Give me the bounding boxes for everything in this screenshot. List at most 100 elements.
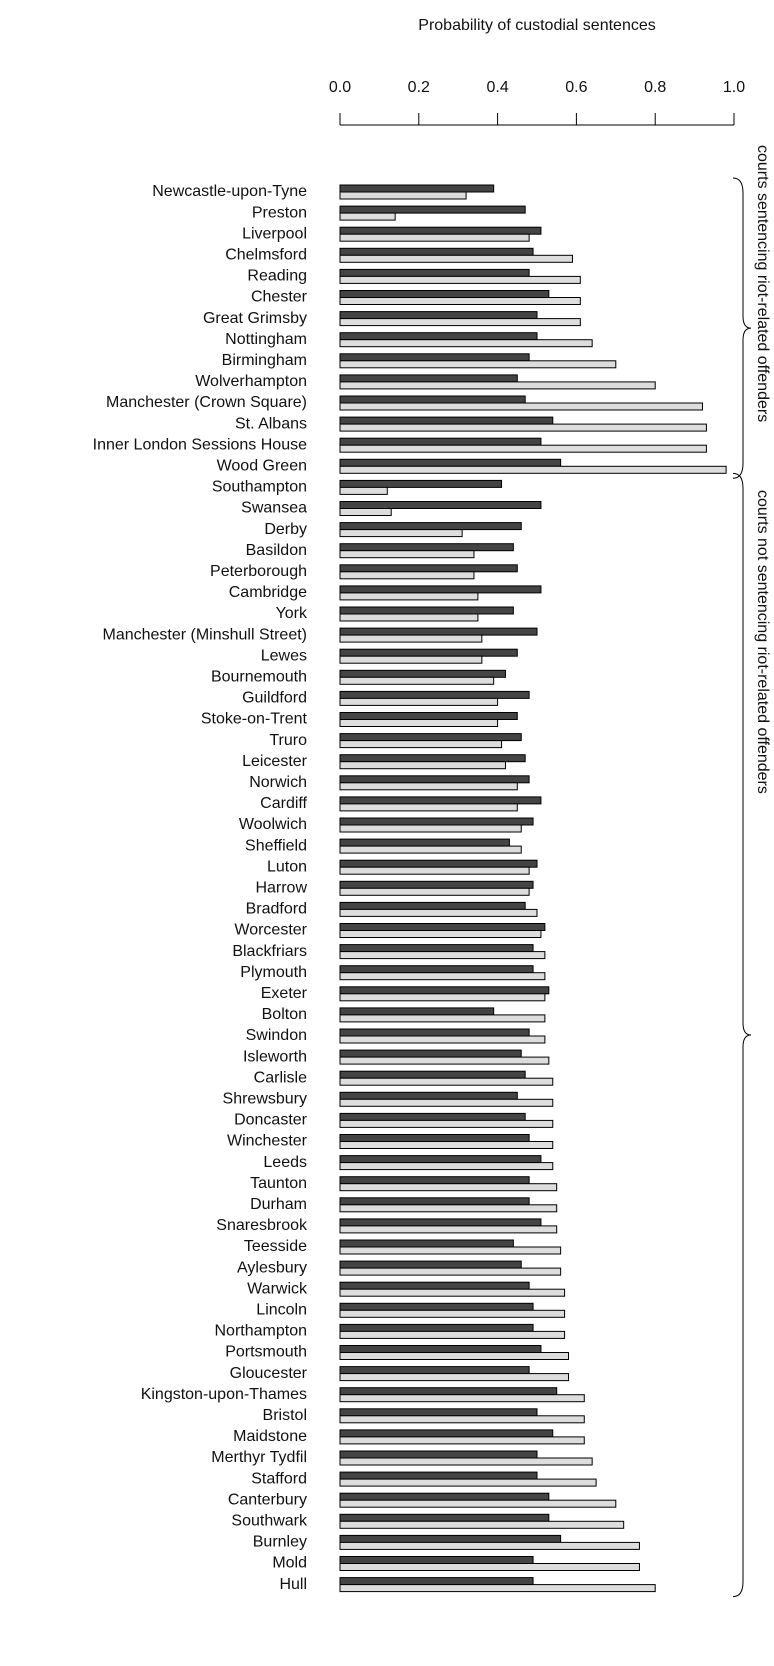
bar xyxy=(339,1366,530,1375)
bar xyxy=(339,817,534,826)
bar xyxy=(339,1225,558,1234)
bar xyxy=(339,775,530,784)
bar xyxy=(339,923,546,931)
bar xyxy=(339,1028,530,1037)
bar xyxy=(339,212,396,221)
bar xyxy=(339,1239,514,1248)
y-tick-label: Winchester xyxy=(227,1133,308,1150)
y-tick-label: Mold xyxy=(272,1555,307,1572)
bar xyxy=(339,332,538,341)
y-tick-label: Plymouth xyxy=(240,964,307,981)
bar xyxy=(339,824,522,833)
bar xyxy=(339,395,526,404)
bar xyxy=(339,859,538,868)
bar xyxy=(339,972,546,981)
y-tick-label: Leeds xyxy=(263,1154,307,1171)
bar xyxy=(339,1246,562,1255)
y-tick-label: Luton xyxy=(267,858,307,875)
annotation: courts not sentencing riot-related offen… xyxy=(754,490,771,794)
bar xyxy=(339,1049,522,1058)
y-tick-label: Hull xyxy=(279,1576,307,1593)
bar xyxy=(339,1218,542,1227)
y-tick-label: Lincoln xyxy=(256,1302,307,1319)
y-tick-label: Bolton xyxy=(262,1006,307,1023)
y-tick-label: Portsmouth xyxy=(225,1344,307,1361)
y-tick-label: Nottingham xyxy=(225,331,307,348)
bar xyxy=(339,297,581,305)
bar xyxy=(339,1162,554,1171)
bar xyxy=(339,740,503,749)
bar xyxy=(339,1260,522,1269)
bar xyxy=(339,796,542,805)
bar xyxy=(339,606,514,615)
y-tick-label: Kingston-upon-Thames xyxy=(141,1386,307,1403)
x-tick-label: 0.8 xyxy=(644,79,666,96)
bar xyxy=(339,381,656,390)
bar xyxy=(339,458,562,467)
bar xyxy=(339,1499,617,1508)
bar xyxy=(339,1288,566,1297)
bar xyxy=(339,1534,562,1543)
bar xyxy=(339,986,550,995)
y-tick-label: Snaresbrook xyxy=(216,1217,308,1234)
y-tick-label: Harrow xyxy=(255,880,307,897)
bar xyxy=(339,634,483,643)
y-tick-label: Worcester xyxy=(234,922,307,939)
bar xyxy=(339,571,475,580)
bar xyxy=(339,191,467,200)
bar xyxy=(339,901,526,910)
bar xyxy=(339,437,542,446)
bar xyxy=(339,1302,534,1311)
y-tick-label: Norwich xyxy=(249,774,307,791)
x-tick-label: 0.0 xyxy=(329,79,351,96)
bar xyxy=(339,1556,534,1564)
bar xyxy=(339,1513,550,1522)
bar xyxy=(339,1457,593,1466)
bar xyxy=(339,465,727,474)
y-tick-label: Newcastle-upon-Tyne xyxy=(152,183,307,200)
bar xyxy=(339,1330,566,1339)
y-tick-label: Guildford xyxy=(242,690,307,707)
bar xyxy=(339,782,518,791)
bar xyxy=(339,690,530,699)
brace xyxy=(732,472,752,1598)
y-tick-label: Cardiff xyxy=(260,795,307,812)
bar xyxy=(339,1478,597,1487)
y-tick-label: Blackfriars xyxy=(232,943,307,960)
y-tick-label: Basildon xyxy=(246,542,307,559)
bar xyxy=(339,423,707,432)
y-tick-label: Taunton xyxy=(250,1175,307,1192)
bar xyxy=(339,1408,538,1417)
bar xyxy=(339,353,530,362)
bar xyxy=(339,1155,542,1164)
bar xyxy=(339,1007,495,1016)
y-tick-label: Chester xyxy=(251,289,308,306)
bar xyxy=(339,339,593,348)
bar xyxy=(339,1134,530,1142)
bar xyxy=(339,866,530,875)
bar xyxy=(339,585,542,594)
axis-title: Probability of custodial sentences xyxy=(418,17,655,34)
bar xyxy=(339,501,542,509)
bar xyxy=(339,1563,640,1571)
bar xyxy=(339,290,550,298)
bar xyxy=(339,1387,558,1396)
bar xyxy=(339,205,526,214)
bar xyxy=(339,1345,542,1353)
y-tick-label: Maidstone xyxy=(233,1428,307,1445)
bar xyxy=(339,1119,554,1128)
y-tick-label: Cambridge xyxy=(229,584,307,601)
bar xyxy=(339,233,530,242)
bar xyxy=(339,564,518,573)
bar xyxy=(339,1267,562,1276)
y-tick-label: Merthyr Tydfil xyxy=(211,1449,307,1466)
bar xyxy=(339,1394,585,1403)
bar xyxy=(339,754,526,763)
bar xyxy=(339,508,392,516)
x-tick-label: 0.6 xyxy=(565,79,587,96)
y-tick-label: Preston xyxy=(252,204,307,221)
bar xyxy=(339,613,479,622)
bar xyxy=(339,951,546,960)
y-tick-label: Aylesbury xyxy=(237,1259,307,1276)
